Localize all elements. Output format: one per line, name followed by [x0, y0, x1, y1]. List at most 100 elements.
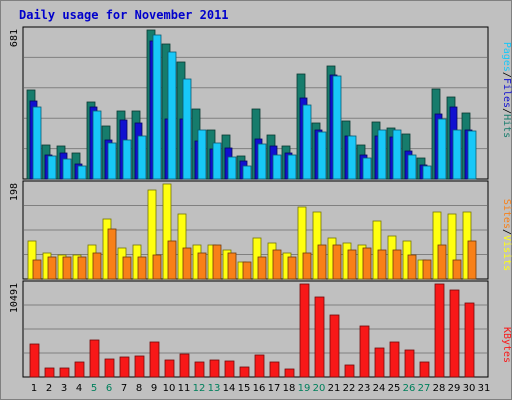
bar-kbytes-day-7: [119, 356, 130, 378]
bar-pages-day-1: [32, 106, 42, 180]
bar-kbytes-day-30: [464, 302, 475, 378]
bar-pages-day-18: [287, 154, 297, 180]
bar-kbytes-day-9: [149, 341, 160, 378]
bar-sites-day-19: [302, 252, 312, 280]
bar-pages-day-5: [92, 110, 102, 180]
bar-pages-day-19: [302, 104, 312, 180]
bar-kbytes-day-14: [224, 360, 235, 378]
bar-kbytes-day-18: [284, 368, 295, 378]
day-label-12: 12: [193, 383, 206, 394]
bar-pages-day-10: [167, 51, 177, 180]
bar-kbytes-day-15: [239, 366, 250, 378]
bar-sites-day-1: [32, 259, 42, 280]
bar-pages-day-27: [422, 165, 432, 180]
bar-sites-day-4: [77, 256, 87, 280]
bar-sites-day-29: [452, 259, 462, 280]
bar-sites-day-7: [122, 256, 132, 280]
bar-sites-day-2: [47, 256, 57, 280]
bar-kbytes-day-29: [449, 289, 460, 378]
day-label-3: 3: [61, 383, 67, 394]
bar-visits-day-29: [447, 213, 457, 280]
bar-kbytes-day-22: [344, 364, 355, 378]
bar-kbytes-day-28: [434, 283, 445, 378]
panel-1-ymax-label: 198: [9, 183, 20, 201]
bar-kbytes-day-24: [374, 347, 385, 378]
day-label-13: 13: [208, 383, 221, 394]
bar-sites-day-20: [317, 244, 327, 280]
bar-pages-day-29: [452, 129, 462, 180]
bar-sites-day-24: [377, 249, 387, 280]
day-label-27: 27: [418, 383, 431, 394]
bar-sites-day-8: [137, 256, 147, 280]
bar-pages-day-9: [152, 34, 162, 180]
bar-pages-day-2: [47, 155, 57, 180]
panel-1-legend: Sites/Visits: [501, 199, 512, 271]
legend-visits: Visits: [501, 235, 512, 271]
bar-kbytes-day-6: [104, 358, 115, 378]
day-label-2: 2: [46, 383, 52, 394]
bar-kbytes-day-3: [59, 367, 70, 378]
panel-2-legend: KBytes: [501, 327, 512, 363]
bar-sites-day-15: [242, 261, 252, 280]
bar-kbytes-day-1: [29, 343, 40, 378]
bar-visits-day-19: [297, 206, 307, 280]
bar-pages-day-12: [197, 129, 207, 180]
legend-pages: Pages: [501, 42, 512, 72]
bar-pages-day-17: [272, 154, 282, 180]
panel-2-ymax-label: 10491: [9, 283, 20, 313]
bar-kbytes-day-4: [74, 361, 85, 378]
bar-kbytes-day-11: [179, 353, 190, 378]
legend-kbytes: KBytes: [501, 327, 512, 363]
day-label-16: 16: [253, 383, 266, 394]
day-label-20: 20: [313, 383, 326, 394]
bar-kbytes-day-17: [269, 361, 280, 378]
day-label-25: 25: [388, 383, 401, 394]
day-label-10: 10: [163, 383, 176, 394]
day-label-21: 21: [328, 383, 341, 394]
day-label-4: 4: [76, 383, 82, 394]
bar-pages-day-26: [407, 154, 417, 180]
bar-pages-day-24: [377, 129, 387, 180]
panel-0-legend: Pages/Files/Hits: [501, 42, 512, 138]
day-label-23: 23: [358, 383, 371, 394]
bar-sites-day-9: [152, 254, 162, 280]
day-label-7: 7: [121, 383, 127, 394]
bar-sites-day-21: [332, 244, 342, 280]
day-label-6: 6: [106, 383, 112, 394]
bar-pages-day-3: [62, 158, 72, 180]
bar-pages-day-25: [392, 129, 402, 180]
bar-kbytes-day-25: [389, 341, 400, 378]
bar-sites-day-22: [347, 249, 357, 280]
day-label-17: 17: [268, 383, 281, 394]
bar-pages-day-14: [227, 156, 237, 180]
bar-kbytes-day-5: [89, 339, 100, 378]
bar-sites-day-16: [257, 256, 267, 280]
day-label-30: 30: [463, 383, 476, 394]
bar-sites-day-26: [407, 254, 417, 280]
day-label-5: 5: [91, 383, 97, 394]
bar-kbytes-day-21: [329, 314, 340, 378]
bar-sites-day-11: [182, 247, 192, 280]
bar-pages-day-16: [257, 143, 267, 180]
bar-sites-day-18: [287, 256, 297, 280]
bar-sites-day-14: [227, 252, 237, 280]
day-label-29: 29: [448, 383, 461, 394]
bar-pages-day-15: [242, 165, 252, 180]
bar-visits-day-10: [162, 183, 172, 280]
bar-pages-day-30: [467, 130, 477, 180]
bar-sites-day-10: [167, 240, 177, 280]
bar-sites-day-28: [437, 244, 447, 280]
day-label-18: 18: [283, 383, 296, 394]
panel-0-ymax-label: 681: [9, 29, 20, 47]
legend-files: Files: [501, 78, 512, 108]
day-label-9: 9: [151, 383, 157, 394]
bar-sites-day-6: [107, 228, 117, 280]
day-label-22: 22: [343, 383, 356, 394]
day-label-11: 11: [178, 383, 191, 394]
bar-kbytes-day-2: [44, 367, 55, 378]
bar-pages-day-13: [212, 142, 222, 180]
bar-kbytes-day-12: [194, 361, 205, 378]
bar-kbytes-day-8: [134, 355, 145, 378]
bar-pages-day-8: [137, 135, 147, 180]
legend-sites: Sites: [501, 199, 512, 229]
